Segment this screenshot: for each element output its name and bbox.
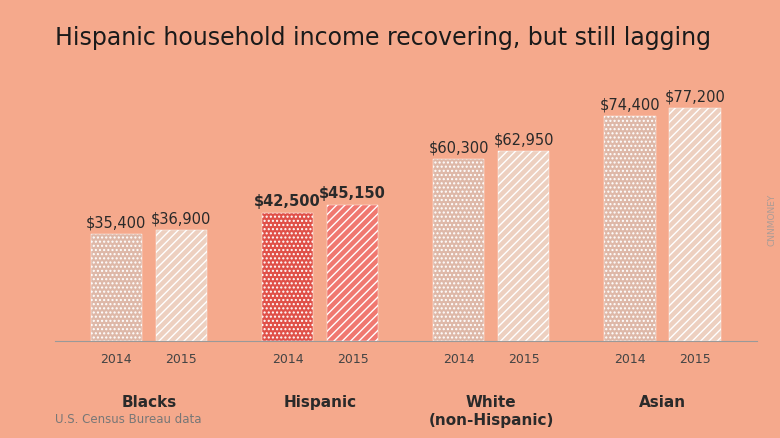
Bar bbox=[90, 235, 142, 342]
Text: $74,400: $74,400 bbox=[600, 98, 660, 113]
Bar bbox=[669, 109, 721, 342]
Bar bbox=[498, 152, 549, 342]
Bar bbox=[156, 230, 207, 342]
Text: $42,500: $42,500 bbox=[254, 194, 321, 209]
Bar bbox=[262, 213, 313, 342]
Text: $60,300: $60,300 bbox=[428, 140, 489, 155]
Text: $77,200: $77,200 bbox=[665, 89, 725, 104]
Text: $62,950: $62,950 bbox=[494, 132, 554, 147]
Bar bbox=[604, 117, 655, 342]
Text: Blacks: Blacks bbox=[121, 394, 176, 409]
Bar bbox=[327, 205, 378, 342]
Text: CNNMONEY: CNNMONEY bbox=[767, 193, 776, 245]
Text: $35,400: $35,400 bbox=[86, 215, 147, 230]
Bar bbox=[433, 160, 484, 342]
Text: Hispanic household income recovering, but still lagging: Hispanic household income recovering, bu… bbox=[55, 26, 711, 50]
Text: U.S. Census Bureau data: U.S. Census Bureau data bbox=[55, 412, 201, 425]
Text: White
(non-Hispanic): White (non-Hispanic) bbox=[428, 394, 554, 427]
Text: Hispanic: Hispanic bbox=[283, 394, 356, 409]
Text: Asian: Asian bbox=[639, 394, 686, 409]
Text: $36,900: $36,900 bbox=[151, 211, 211, 226]
Text: $45,150: $45,150 bbox=[319, 186, 386, 201]
